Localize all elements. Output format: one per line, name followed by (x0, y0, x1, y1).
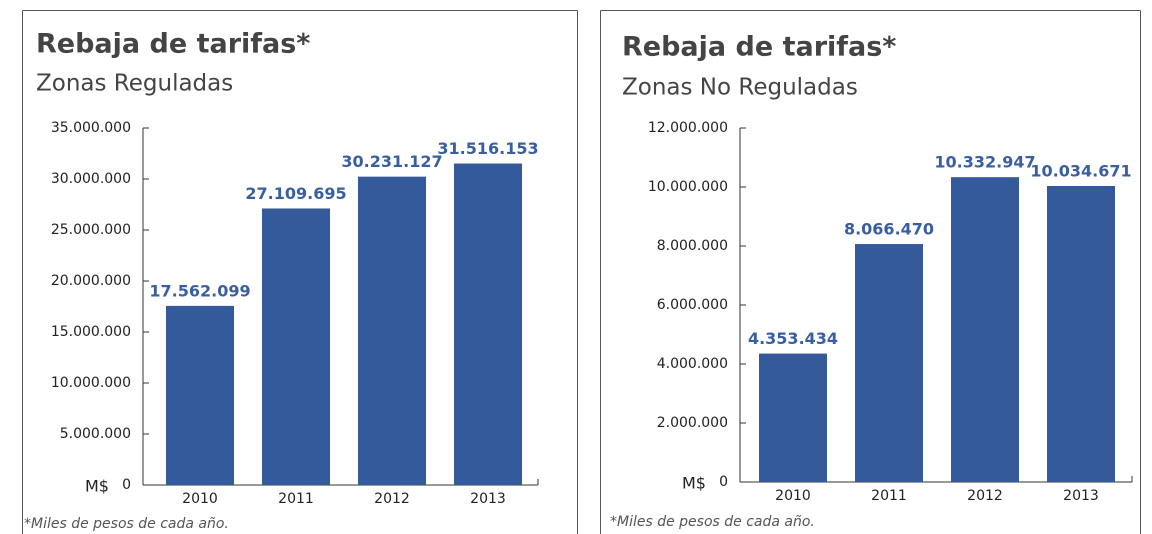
x-tick-label: 2012 (374, 491, 410, 507)
bar (166, 305, 234, 485)
footnote: *Miles de pesos de cada año. (610, 514, 815, 530)
y-tick-label: 8.000.000 (657, 238, 728, 254)
value-label: 4.353.434 (748, 329, 838, 348)
value-label: 8.066.470 (844, 220, 934, 239)
y-tick-label: 20.000.000 (51, 273, 131, 289)
chart-title: Rebaja de tarifas* (622, 32, 896, 63)
bar (454, 163, 522, 486)
y-tick-label: 35.000.000 (51, 120, 131, 136)
chart-subtitle: Zonas Reguladas (36, 71, 233, 97)
x-tick-label: 2010 (775, 488, 811, 504)
x-tick-label: 2013 (470, 491, 506, 507)
x-tick-label: 2011 (871, 488, 907, 504)
y-unit: M$ (682, 474, 706, 493)
bar (855, 244, 923, 482)
x-tick-label: 2013 (1063, 488, 1099, 504)
value-label: 31.516.153 (437, 139, 538, 158)
bar (358, 176, 426, 485)
value-label: 10.332.947 (934, 153, 1035, 172)
x-tick-label: 2010 (182, 491, 218, 507)
panel-borders (22, 10, 1141, 534)
value-label: 27.109.695 (245, 184, 346, 203)
footnote: *Miles de pesos de cada año. (24, 516, 229, 532)
y-tick-label: 12.000.000 (648, 120, 728, 136)
y-tick-label: 15.000.000 (51, 324, 131, 340)
y-tick-label: 6.000.000 (657, 297, 728, 313)
y-tick-label: 2.000.000 (657, 415, 728, 431)
value-label: 17.562.099 (149, 281, 250, 300)
value-label: 10.034.671 (1030, 161, 1131, 180)
bar (1047, 185, 1115, 482)
y-tick-label: 25.000.000 (51, 222, 131, 238)
y-tick-label: 10.000.000 (648, 179, 728, 195)
y-tick-label: 30.000.000 (51, 171, 131, 187)
y-unit: M$ (85, 477, 109, 496)
bar (262, 208, 330, 485)
y-tick-label: 0 (122, 477, 131, 493)
y-tick-label: 0 (719, 474, 728, 490)
bar (951, 177, 1019, 482)
x-tick-label: 2011 (278, 491, 314, 507)
x-tick-label: 2012 (967, 488, 1003, 504)
y-tick-label: 10.000.000 (51, 375, 131, 391)
chart-title: Rebaja de tarifas* (36, 29, 310, 60)
y-tick-label: 4.000.000 (657, 356, 728, 372)
value-label: 30.231.127 (341, 152, 442, 171)
y-tick-label: 5.000.000 (60, 426, 131, 442)
chart-subtitle: Zonas No Reguladas (622, 75, 858, 101)
bar (759, 353, 827, 482)
